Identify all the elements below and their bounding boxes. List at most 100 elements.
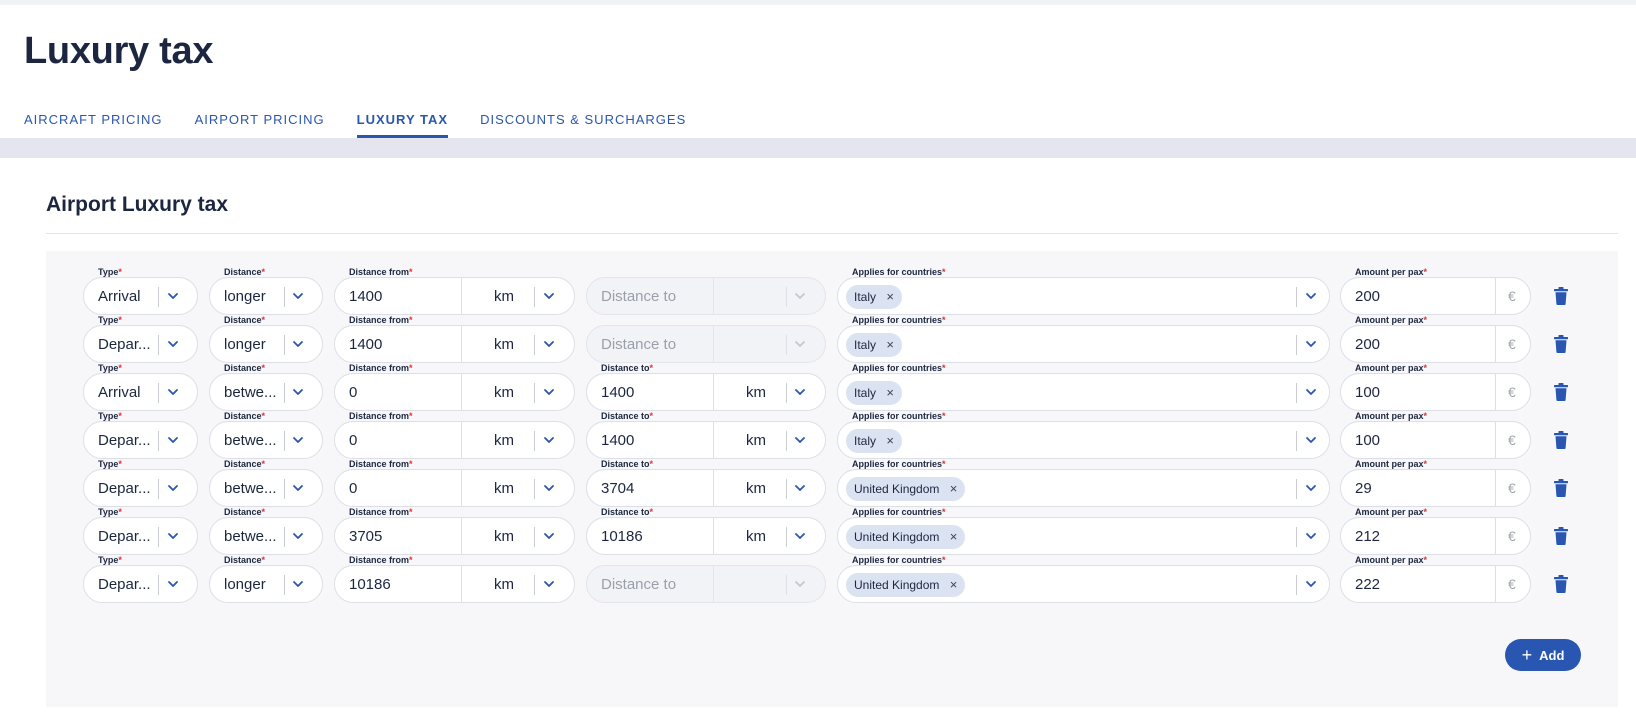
countries-multiselect[interactable]: Applies for countries* Italy × — [837, 363, 1330, 411]
chevron-down-icon[interactable] — [291, 577, 305, 591]
trash-icon[interactable] — [1553, 527, 1569, 545]
amount-per-pax-input[interactable]: Amount per pax* 29 € — [1340, 459, 1531, 507]
chevron-down-icon[interactable] — [166, 337, 180, 351]
chevron-down-icon[interactable] — [166, 433, 180, 447]
type-select[interactable]: Type* Arrival — [83, 267, 198, 315]
add-button[interactable]: + Add — [1505, 639, 1581, 671]
amount-per-pax-input[interactable]: Amount per pax* 200 € — [1340, 315, 1531, 363]
unit-select[interactable]: km — [461, 374, 574, 410]
type-select[interactable]: Type* Arrival — [83, 363, 198, 411]
unit-select[interactable]: km — [461, 422, 574, 458]
distance-from-input[interactable]: Distance from* 0 km — [334, 363, 575, 411]
chevron-down-icon[interactable] — [1304, 481, 1318, 495]
chevron-down-icon[interactable] — [1304, 289, 1318, 303]
distance-from-input[interactable]: Distance from* 1400 km — [334, 267, 575, 315]
trash-icon[interactable] — [1553, 431, 1569, 449]
chevron-down-icon[interactable] — [1304, 577, 1318, 591]
distance-from-input[interactable]: Distance from* 0 km — [334, 459, 575, 507]
chip-remove-icon[interactable]: × — [886, 289, 895, 304]
amount-per-pax-input[interactable]: Amount per pax* 200 € — [1340, 267, 1531, 315]
chevron-down-icon[interactable] — [793, 385, 807, 399]
chip-remove-icon[interactable]: × — [949, 481, 958, 496]
chevron-down-icon[interactable] — [793, 481, 807, 495]
distance-from-input[interactable]: Distance from* 10186 km — [334, 555, 575, 603]
chevron-down-icon[interactable] — [542, 577, 556, 591]
chevron-down-icon[interactable] — [793, 529, 807, 543]
chevron-down-icon[interactable] — [166, 529, 180, 543]
chevron-down-icon[interactable] — [542, 481, 556, 495]
distance-select[interactable]: Distance* betwe... — [209, 459, 323, 507]
distance-select[interactable]: Distance* betwe... — [209, 411, 323, 459]
trash-icon[interactable] — [1553, 479, 1569, 497]
type-select[interactable]: Type* Depar... — [83, 555, 198, 603]
tab-luxury-tax[interactable]: LUXURY TAX — [356, 108, 449, 138]
amount-per-pax-input[interactable]: Amount per pax* 212 € — [1340, 507, 1531, 555]
unit-select[interactable]: km — [461, 518, 574, 554]
chip-remove-icon[interactable]: × — [949, 577, 958, 592]
chevron-down-icon[interactable] — [166, 289, 180, 303]
countries-multiselect[interactable]: Applies for countries* United Kingdom × — [837, 507, 1330, 555]
unit-select[interactable]: km — [713, 422, 825, 458]
type-select[interactable]: Type* Depar... — [83, 411, 198, 459]
type-select[interactable]: Type* Depar... — [83, 459, 198, 507]
chevron-down-icon[interactable] — [1304, 433, 1318, 447]
chevron-down-icon[interactable] — [291, 481, 305, 495]
chevron-down-icon[interactable] — [166, 577, 180, 591]
distance-to-input[interactable]: Distance to* 3704 km — [586, 459, 826, 507]
chevron-down-icon[interactable] — [1304, 385, 1318, 399]
unit-select[interactable]: km — [713, 518, 825, 554]
distance-from-input[interactable]: Distance from* 0 km — [334, 411, 575, 459]
distance-select[interactable]: Distance* longer — [209, 267, 323, 315]
trash-icon[interactable] — [1553, 335, 1569, 353]
distance-select[interactable]: Distance* betwe... — [209, 507, 323, 555]
chevron-down-icon[interactable] — [793, 433, 807, 447]
chevron-down-icon[interactable] — [542, 385, 556, 399]
chip-remove-icon[interactable]: × — [886, 385, 895, 400]
amount-per-pax-input[interactable]: Amount per pax* 222 € — [1340, 555, 1531, 603]
tab-aircraft-pricing[interactable]: AIRCRAFT PRICING — [24, 112, 163, 127]
countries-multiselect[interactable]: Applies for countries* Italy × — [837, 411, 1330, 459]
chevron-down-icon[interactable] — [291, 289, 305, 303]
chevron-down-icon[interactable] — [291, 433, 305, 447]
distance-from-input[interactable]: Distance from* 3705 km — [334, 507, 575, 555]
chevron-down-icon[interactable] — [542, 529, 556, 543]
chip-remove-icon[interactable]: × — [886, 433, 895, 448]
chevron-down-icon[interactable] — [542, 433, 556, 447]
chevron-down-icon[interactable] — [291, 337, 305, 351]
distance-select[interactable]: Distance* longer — [209, 315, 323, 363]
distance-to-input[interactable]: Distance to* 1400 km — [586, 411, 826, 459]
chevron-down-icon[interactable] — [166, 385, 180, 399]
amount-per-pax-input[interactable]: Amount per pax* 100 € — [1340, 411, 1531, 459]
unit-select[interactable]: km — [713, 374, 825, 410]
countries-multiselect[interactable]: Applies for countries* Italy × — [837, 267, 1330, 315]
unit-select[interactable]: km — [461, 278, 574, 314]
trash-icon[interactable] — [1553, 575, 1569, 593]
tab-airport-pricing[interactable]: AIRPORT PRICING — [194, 112, 325, 127]
chevron-down-icon[interactable] — [542, 289, 556, 303]
countries-multiselect[interactable]: Applies for countries* United Kingdom × — [837, 555, 1330, 603]
distance-to-input[interactable]: Distance to* 1400 km — [586, 363, 826, 411]
chip-remove-icon[interactable]: × — [886, 337, 895, 352]
type-select[interactable]: Type* Depar... — [83, 315, 198, 363]
chevron-down-icon[interactable] — [1304, 529, 1318, 543]
countries-multiselect[interactable]: Applies for countries* United Kingdom × — [837, 459, 1330, 507]
trash-icon[interactable] — [1553, 383, 1569, 401]
distance-select[interactable]: Distance* betwe... — [209, 363, 323, 411]
distance-from-input[interactable]: Distance from* 1400 km — [334, 315, 575, 363]
tab-discounts-surcharges[interactable]: DISCOUNTS & SURCHARGES — [480, 112, 687, 127]
unit-select[interactable]: km — [461, 470, 574, 506]
unit-select[interactable]: km — [713, 470, 825, 506]
chevron-down-icon[interactable] — [291, 385, 305, 399]
distance-to-input[interactable]: Distance to* 10186 km — [586, 507, 826, 555]
unit-select[interactable]: km — [461, 326, 574, 362]
chevron-down-icon[interactable] — [1304, 337, 1318, 351]
amount-per-pax-input[interactable]: Amount per pax* 100 € — [1340, 363, 1531, 411]
chevron-down-icon[interactable] — [166, 481, 180, 495]
chip-remove-icon[interactable]: × — [949, 529, 958, 544]
trash-icon[interactable] — [1553, 287, 1569, 305]
unit-select[interactable]: km — [461, 566, 574, 602]
countries-multiselect[interactable]: Applies for countries* Italy × — [837, 315, 1330, 363]
type-select[interactable]: Type* Depar... — [83, 507, 198, 555]
chevron-down-icon[interactable] — [542, 337, 556, 351]
chevron-down-icon[interactable] — [291, 529, 305, 543]
